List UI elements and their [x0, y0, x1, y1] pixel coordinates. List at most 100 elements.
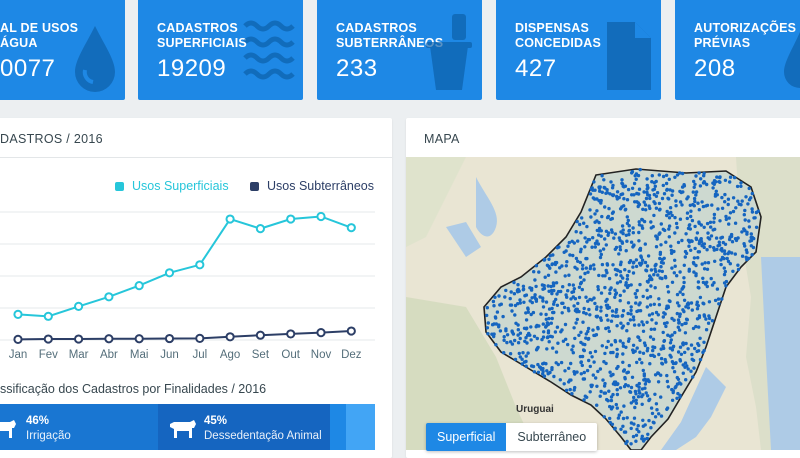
- map-marker: [720, 235, 725, 239]
- map-marker: [596, 327, 600, 331]
- data-point[interactable]: [225, 332, 235, 342]
- data-point[interactable]: [13, 309, 23, 320]
- map-marker: [526, 310, 530, 314]
- map-marker: [604, 243, 608, 247]
- map-marker: [560, 311, 564, 315]
- map-marker: [614, 245, 619, 250]
- data-point[interactable]: [195, 260, 205, 270]
- map-marker: [540, 283, 545, 287]
- map-marker: [631, 271, 636, 275]
- map-marker: [572, 326, 576, 330]
- map-marker: [702, 348, 706, 353]
- data-point[interactable]: [134, 334, 144, 344]
- data-point[interactable]: [316, 211, 326, 222]
- map-marker: [568, 387, 572, 392]
- card-value: 208: [694, 55, 736, 82]
- map-marker: [522, 300, 526, 304]
- map-marker: [627, 269, 631, 274]
- data-point[interactable]: [286, 214, 296, 224]
- data-point[interactable]: [225, 214, 235, 224]
- finalidade-segment-irrigacao[interactable]: 46% Irrigação: [0, 404, 158, 450]
- map-marker: [691, 326, 696, 331]
- map-marker: [621, 309, 626, 313]
- data-point[interactable]: [255, 224, 265, 234]
- data-point[interactable]: [286, 329, 296, 339]
- toggle-subterraneo[interactable]: Subterrâneo: [506, 423, 598, 451]
- map-marker: [712, 182, 716, 186]
- map-marker: [665, 373, 669, 378]
- map-marker: [723, 200, 727, 204]
- map-marker: [728, 175, 733, 179]
- map-marker: [557, 245, 561, 249]
- map-view[interactable]: Uruguai: [406, 157, 800, 450]
- data-point[interactable]: [13, 334, 23, 344]
- map-marker: [707, 300, 712, 304]
- card-label: CADASTROS SUPERFICIAIS: [157, 21, 247, 50]
- map-marker: [492, 334, 496, 339]
- map-marker: [636, 424, 640, 428]
- map-marker: [695, 300, 699, 304]
- map-marker: [615, 324, 619, 328]
- toggle-superficial[interactable]: Superficial: [426, 423, 507, 451]
- data-point[interactable]: [346, 223, 356, 233]
- map-marker: [749, 232, 753, 236]
- x-tick-label: Mai: [130, 349, 149, 361]
- map-marker: [752, 236, 756, 241]
- legend-item-subterraneos[interactable]: Usos Subterrâneos: [250, 179, 374, 193]
- map-marker: [673, 231, 677, 235]
- data-point[interactable]: [74, 301, 84, 312]
- map-marker: [599, 291, 604, 295]
- data-point[interactable]: [134, 281, 144, 291]
- finalidade-segment-dessedentacao[interactable]: 45% Dessedentação Animal: [158, 404, 330, 450]
- cadastros-title: DASTROS / 2016: [0, 132, 103, 146]
- card-cadastros-superficiais: CADASTROS SUPERFICIAIS 19209: [138, 0, 303, 100]
- finalidade-segment-other[interactable]: [346, 404, 375, 450]
- map-marker: [541, 335, 546, 339]
- data-point[interactable]: [164, 333, 175, 344]
- data-point[interactable]: [43, 311, 53, 321]
- map-marker: [656, 273, 660, 277]
- map-marker: [607, 389, 611, 393]
- map-marker: [637, 239, 641, 243]
- data-point[interactable]: [164, 268, 175, 278]
- map-marker: [573, 336, 577, 341]
- data-point[interactable]: [346, 326, 356, 336]
- map-layer-toggle[interactable]: Superficial Subterrâneo: [426, 423, 598, 451]
- map-marker: [520, 357, 524, 361]
- map-marker: [664, 276, 668, 280]
- map-marker: [690, 352, 694, 357]
- data-point[interactable]: [195, 333, 205, 343]
- map-marker: [490, 323, 495, 327]
- map-marker: [689, 343, 694, 347]
- map-marker: [616, 416, 621, 420]
- map-marker: [621, 341, 625, 345]
- data-point[interactable]: [316, 328, 326, 338]
- map-marker: [673, 258, 677, 262]
- map-marker: [595, 314, 600, 318]
- map-marker: [627, 363, 631, 368]
- map-marker: [611, 372, 615, 377]
- map-marker: [578, 260, 582, 265]
- map-marker: [664, 240, 668, 244]
- map-marker: [677, 304, 681, 308]
- map-marker: [739, 181, 743, 185]
- map-marker: [692, 196, 697, 201]
- map-marker: [586, 299, 590, 303]
- map-marker: [670, 280, 675, 284]
- map-marker: [723, 252, 727, 256]
- map-marker: [645, 183, 649, 188]
- data-point[interactable]: [255, 330, 265, 340]
- data-point[interactable]: [104, 334, 114, 344]
- finalidade-segment-other[interactable]: [330, 404, 346, 450]
- map-marker: [667, 216, 672, 220]
- map-marker: [747, 225, 752, 229]
- data-point[interactable]: [104, 292, 114, 302]
- legend-item-superficiais[interactable]: Usos Superficiais: [115, 179, 229, 193]
- map-marker: [720, 297, 724, 301]
- map-marker: [683, 361, 688, 365]
- map-marker: [623, 430, 628, 434]
- data-point[interactable]: [43, 334, 53, 344]
- data-point[interactable]: [74, 334, 84, 344]
- map-marker: [718, 219, 722, 223]
- map-marker: [644, 196, 649, 201]
